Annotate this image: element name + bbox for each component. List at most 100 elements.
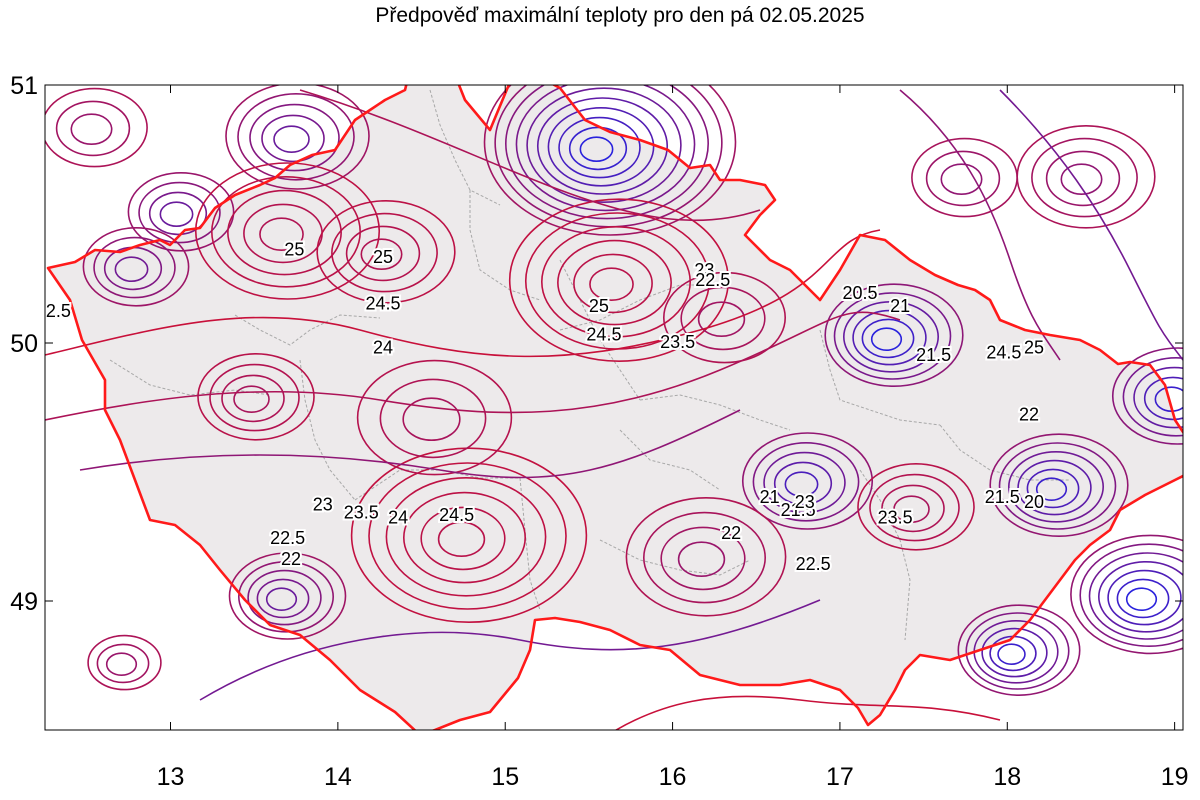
isotherm-line bbox=[861, 318, 915, 359]
isotherm-line bbox=[925, 150, 1001, 207]
x-tick-label: 17 bbox=[826, 763, 854, 791]
isotherm-line bbox=[1031, 137, 1138, 218]
isotherm-line bbox=[55, 100, 131, 157]
isotherm-line bbox=[45, 87, 148, 168]
isotherm-line bbox=[82, 226, 190, 307]
isotherm-line bbox=[228, 552, 347, 640]
isotherm-line bbox=[989, 433, 1129, 538]
isotherm-label: 21 bbox=[760, 487, 780, 507]
isotherm-line bbox=[45, 229, 881, 358]
isotherm-label: 22.5 bbox=[695, 270, 730, 290]
isotherm-line bbox=[677, 541, 726, 578]
isotherm-line bbox=[870, 327, 903, 352]
isotherm-line bbox=[402, 397, 461, 442]
isotherm-line bbox=[227, 189, 342, 276]
isotherm-line bbox=[138, 181, 221, 244]
isotherm-line bbox=[356, 359, 513, 476]
isotherm-line bbox=[579, 136, 614, 162]
isotherm-line bbox=[261, 114, 325, 163]
x-tick-label: 15 bbox=[491, 763, 519, 791]
isotherm-line bbox=[350, 447, 588, 624]
isotherm-line bbox=[998, 442, 1117, 530]
isotherm-line bbox=[209, 363, 300, 432]
isotherm-label: 21.5 bbox=[781, 500, 816, 520]
isotherm-line bbox=[1026, 468, 1080, 509]
y-tick-label: 49 bbox=[10, 588, 38, 616]
isotherm-line bbox=[842, 300, 939, 373]
isotherm-label: 22.5 bbox=[270, 528, 305, 548]
isotherm-line bbox=[70, 113, 113, 145]
isotherm-line bbox=[899, 89, 1061, 361]
isotherm-line bbox=[662, 271, 786, 364]
isotherm-line bbox=[940, 163, 983, 195]
isotherm-line bbox=[247, 569, 322, 626]
isotherm-line bbox=[893, 495, 930, 524]
isotherm-line bbox=[45, 311, 901, 421]
isotherm-label: 25 bbox=[589, 296, 609, 316]
y-tick-label: 51 bbox=[10, 72, 38, 100]
isotherm-line bbox=[614, 695, 1001, 730]
x-tick-label: 14 bbox=[324, 763, 352, 791]
isotherm-label: 20.5 bbox=[842, 283, 877, 303]
isotherm-line bbox=[526, 87, 682, 203]
isotherm-line bbox=[259, 217, 304, 251]
isotherm-label: 24.5 bbox=[439, 505, 474, 525]
isotherm-label: 20 bbox=[1024, 492, 1044, 512]
isotherm-line bbox=[741, 432, 874, 530]
isotherm-label: 23 bbox=[795, 492, 815, 512]
isotherm-line bbox=[1070, 534, 1183, 655]
isotherm-line bbox=[911, 137, 1018, 218]
isotherm-line bbox=[221, 374, 285, 423]
isotherm-line bbox=[127, 172, 235, 252]
x-tick-label: 19 bbox=[1161, 763, 1189, 791]
isotherm-lines bbox=[45, 85, 1183, 730]
isotherm-line bbox=[1035, 477, 1068, 502]
isotherm-line bbox=[385, 476, 547, 597]
isotherm-line bbox=[1116, 578, 1170, 619]
isotherm-line bbox=[256, 578, 310, 619]
x-tick-label: 16 bbox=[659, 763, 687, 791]
isotherm-line bbox=[237, 93, 355, 181]
isotherm-label: 24 bbox=[373, 337, 393, 357]
isotherm-line bbox=[1107, 569, 1182, 626]
isotherm-line bbox=[547, 107, 655, 187]
y-tick-label: 50 bbox=[10, 330, 38, 358]
x-tick-label: 13 bbox=[157, 763, 185, 791]
isotherm-line bbox=[625, 496, 787, 617]
isotherm-line bbox=[999, 89, 1183, 361]
isotherm-line bbox=[1007, 450, 1104, 523]
isotherm-label: 24.5 bbox=[586, 324, 621, 344]
isotherm-line bbox=[148, 191, 208, 236]
isotherm-line bbox=[833, 292, 952, 380]
isotherm-line bbox=[508, 198, 730, 363]
isotherm-line bbox=[642, 511, 766, 604]
isotherm-line bbox=[159, 201, 194, 227]
isotherm-label: 25 bbox=[1024, 337, 1044, 357]
isotherm-line bbox=[515, 85, 696, 212]
isotherm-line bbox=[997, 643, 1026, 666]
isotherm-line bbox=[852, 309, 927, 366]
isotherm-label: 21 bbox=[890, 296, 910, 316]
isotherm-line bbox=[697, 301, 746, 338]
isotherm-label: 22 bbox=[721, 523, 741, 543]
isotherm-line bbox=[1079, 543, 1183, 647]
isotherm-label: 23 bbox=[313, 495, 333, 515]
isotherm-label: 23.5 bbox=[344, 502, 379, 522]
isotherm-line bbox=[345, 225, 421, 282]
isotherm-line bbox=[505, 85, 709, 220]
isotherm-line bbox=[680, 286, 766, 351]
isotherm-line bbox=[752, 441, 860, 522]
isotherm-line bbox=[1098, 561, 1183, 633]
isotherm-line bbox=[93, 236, 176, 299]
isotherm-line bbox=[79, 409, 741, 479]
isotherm-line bbox=[589, 267, 634, 302]
isotherm-line bbox=[197, 352, 315, 441]
isotherm-label: 23 bbox=[694, 260, 714, 280]
isotherm-line bbox=[483, 85, 737, 236]
isotherm-line bbox=[558, 116, 641, 179]
isotherm-label: 22.5 bbox=[796, 554, 831, 574]
isotherm-line bbox=[238, 560, 335, 633]
isotherm-line bbox=[1111, 347, 1183, 445]
